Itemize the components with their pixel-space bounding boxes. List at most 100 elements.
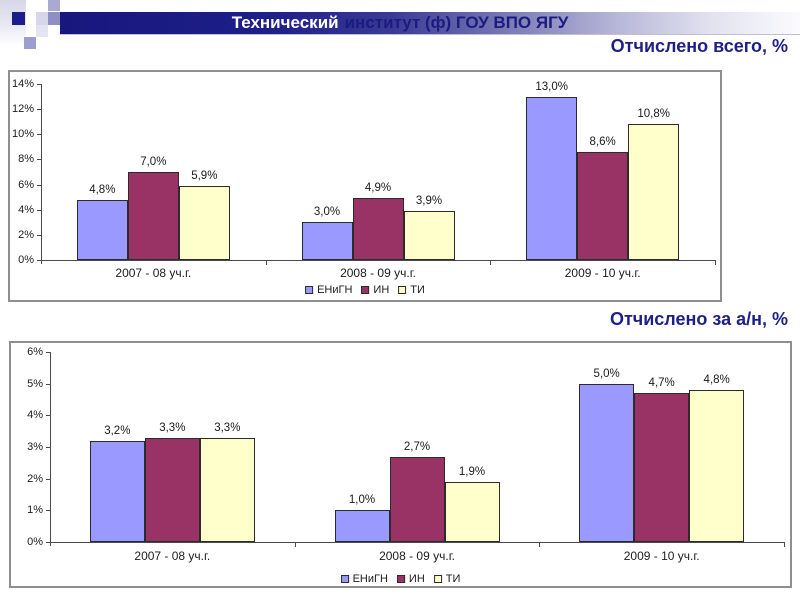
y-tick bbox=[37, 159, 41, 161]
y-tick-label: 8% bbox=[18, 153, 34, 166]
category-label: 2009 - 10 уч.г. bbox=[623, 549, 700, 563]
bar bbox=[628, 124, 680, 260]
x-axis-line bbox=[46, 542, 784, 543]
y-tick bbox=[46, 510, 50, 512]
bar bbox=[634, 393, 690, 542]
legend-label: ЕНиГН bbox=[317, 284, 353, 296]
bar-value-label: 8,6% bbox=[589, 135, 616, 148]
y-tick-label: 3% bbox=[27, 441, 43, 453]
legend-label: ЕНиГН bbox=[352, 573, 388, 585]
y-axis-line bbox=[50, 352, 51, 546]
chart1-title: Отчислено всего, % bbox=[610, 36, 788, 56]
legend-label: ИН bbox=[373, 284, 390, 296]
x-tick bbox=[539, 542, 541, 547]
chart1-panel: 14% 12% 10% 8% 6% 4% 2% 0% 2007 - 08 уч.г. 4,8% 7,… bbox=[8, 70, 722, 302]
decor-square bbox=[48, 12, 60, 25]
bar bbox=[178, 185, 230, 260]
y-tick bbox=[37, 84, 41, 85]
legend: ЕНиГН ИН ТИ bbox=[305, 284, 425, 296]
y-tick-label: 10% bbox=[11, 128, 34, 141]
legend-swatch bbox=[398, 286, 407, 294]
y-tick-label: 14% bbox=[11, 78, 34, 90]
x-tick bbox=[294, 542, 296, 547]
bar bbox=[403, 210, 455, 260]
x-tick bbox=[265, 260, 267, 265]
bar-value-label: 3,9% bbox=[415, 194, 443, 207]
y-tick bbox=[37, 209, 41, 211]
y-tick bbox=[46, 478, 50, 480]
y-tick bbox=[46, 383, 50, 385]
bar bbox=[301, 222, 353, 260]
slide-title-rest: институт (ф) ГОУ ВПО ЯГУ bbox=[344, 13, 569, 32]
bar bbox=[76, 199, 128, 260]
bar-value-label: 4,8% bbox=[89, 183, 116, 196]
bar-value-label: 13,0% bbox=[535, 80, 568, 93]
bar bbox=[689, 390, 745, 542]
x-axis-line bbox=[37, 260, 715, 261]
bar bbox=[352, 198, 404, 260]
chart2-panel: 6% 5% 4% 3% 2% 1% 0% 2007 - 08 уч.г. 3,2% 3,3% 3,3… bbox=[9, 341, 792, 588]
decor-square-navy bbox=[12, 12, 25, 25]
x-tick bbox=[715, 260, 716, 265]
bar-value-label: 3,0% bbox=[313, 206, 341, 219]
legend-swatch bbox=[361, 286, 370, 294]
y-tick-label: 12% bbox=[11, 103, 34, 116]
y-tick-label: 1% bbox=[27, 504, 43, 517]
bar-value-label: 4,7% bbox=[648, 377, 675, 390]
bar-value-label: 5,0% bbox=[593, 367, 620, 380]
category-label: 2007 - 08 уч.г. bbox=[134, 549, 211, 563]
x-tick bbox=[490, 260, 492, 265]
bar bbox=[526, 96, 578, 260]
y-tick bbox=[37, 134, 41, 136]
bar bbox=[334, 510, 390, 542]
legend-item: ИН bbox=[396, 573, 425, 585]
category-label: 2009 - 10 уч.г. bbox=[564, 266, 641, 280]
y-tick bbox=[37, 109, 41, 111]
bar bbox=[144, 437, 200, 542]
y-tick bbox=[46, 447, 50, 448]
decor-square bbox=[36, 12, 48, 25]
category-label: 2008 - 09 уч.г. bbox=[379, 549, 455, 563]
legend-swatch bbox=[396, 575, 405, 583]
bar-value-label: 5,9% bbox=[191, 169, 218, 182]
y-tick-label: 2% bbox=[27, 472, 43, 485]
bar bbox=[89, 440, 145, 542]
bar bbox=[389, 456, 445, 542]
y-tick-label: 4% bbox=[18, 203, 34, 216]
legend-label: ТИ bbox=[445, 573, 461, 585]
legend-swatch bbox=[305, 286, 314, 294]
y-tick-label: 2% bbox=[18, 228, 34, 241]
bar-value-label: 3,3% bbox=[214, 421, 241, 434]
bar-value-label: 10,8% bbox=[637, 108, 670, 121]
legend-swatch bbox=[433, 575, 442, 583]
category-label: 2007 - 08 уч.г. bbox=[115, 266, 192, 280]
y-tick-label: 0% bbox=[27, 536, 43, 548]
bar bbox=[577, 151, 629, 260]
y-tick-label: 6% bbox=[27, 346, 43, 358]
legend-item: ИН bbox=[361, 284, 389, 296]
legend-item: ТИ bbox=[433, 573, 461, 585]
legend-swatch bbox=[340, 575, 349, 583]
y-tick bbox=[46, 352, 50, 353]
bar bbox=[127, 172, 179, 260]
title-bar: Технический институт (ф) ГОУ ВПО ЯГУ bbox=[60, 12, 800, 35]
y-tick-label: 6% bbox=[18, 178, 34, 191]
y-tick bbox=[37, 184, 41, 186]
category-label: 2008 - 09 уч.г. bbox=[340, 266, 416, 280]
legend-item: ЕНиГН bbox=[305, 284, 352, 296]
bar-value-label: 2,7% bbox=[403, 440, 431, 453]
legend-item: ТИ bbox=[398, 284, 425, 296]
bar-value-label: 7,0% bbox=[140, 156, 167, 168]
bar bbox=[444, 481, 500, 542]
bar bbox=[579, 383, 635, 542]
legend-item: ЕНиГН bbox=[340, 573, 388, 585]
bar-value-label: 3,3% bbox=[159, 421, 186, 434]
bar-value-label: 4,8% bbox=[703, 374, 730, 386]
y-axis-line bbox=[41, 84, 42, 264]
y-tick-label: 4% bbox=[27, 409, 43, 422]
y-tick bbox=[46, 542, 50, 543]
legend-label: ИН bbox=[408, 573, 425, 585]
x-tick bbox=[784, 542, 785, 547]
y-tick bbox=[46, 415, 50, 417]
